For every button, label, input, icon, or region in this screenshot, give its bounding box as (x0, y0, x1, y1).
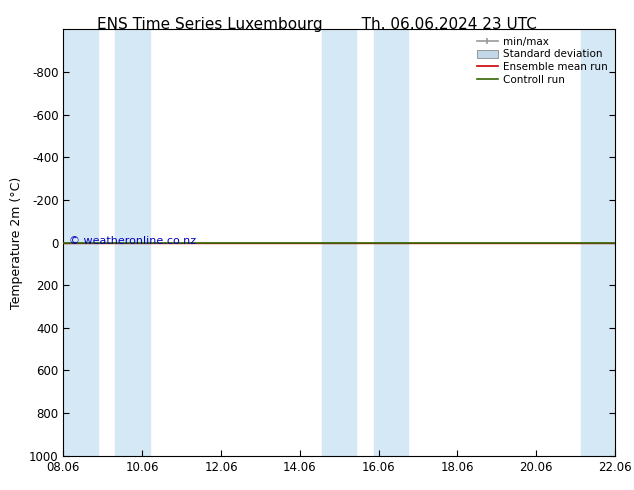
Legend: min/max, Standard deviation, Ensemble mean run, Controll run: min/max, Standard deviation, Ensemble me… (475, 35, 610, 87)
Text: © weatheronline.co.nz: © weatheronline.co.nz (69, 236, 196, 246)
Y-axis label: Temperature 2m (°C): Temperature 2m (°C) (10, 176, 23, 309)
Bar (63, 29, 98, 456)
Bar (373, 29, 408, 456)
Text: ENS Time Series Luxembourg        Th. 06.06.2024 23 UTC: ENS Time Series Luxembourg Th. 06.06.202… (97, 17, 537, 32)
Bar (322, 29, 356, 456)
Bar (115, 29, 150, 456)
Bar (581, 29, 615, 456)
